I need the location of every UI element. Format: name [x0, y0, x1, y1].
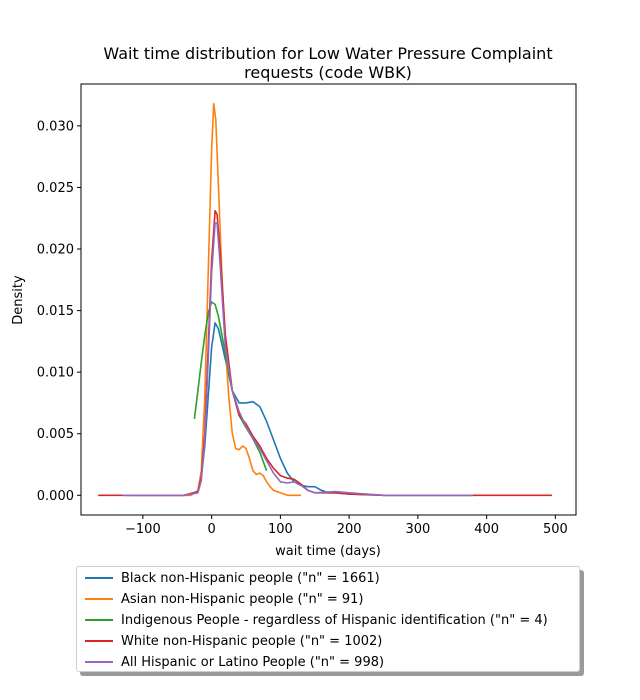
- x-tick-label: 500: [543, 522, 568, 537]
- y-tick-label: 0.025: [37, 181, 74, 196]
- legend-label: Indigenous People - regardless of Hispan…: [121, 612, 548, 628]
- legend-swatch: [85, 619, 113, 621]
- legend-label: Asian non-Hispanic people ("n" = 91): [121, 591, 364, 607]
- series-layer: [98, 102, 552, 497]
- legend-item: Asian non-Hispanic people ("n" = 91): [85, 589, 364, 609]
- y-tick-label: 0.000: [37, 489, 74, 504]
- legend-label: Black non-Hispanic people ("n" = 1661): [121, 570, 380, 586]
- x-tick-label: 100: [268, 522, 293, 537]
- legend-item: Black non-Hispanic people ("n" = 1661): [85, 568, 380, 588]
- legend-swatch: [85, 577, 113, 579]
- legend-item: All Hispanic or Latino People ("n" = 998…: [85, 652, 384, 672]
- y-axis-ticks: 0.000 0.005 0.010 0.015 0.020 0.025 0.030: [37, 119, 81, 504]
- x-axis-ticks: −100 0 100 200 300 400 500: [125, 515, 568, 537]
- plot-background: [81, 84, 576, 515]
- x-tick-label: 300: [405, 522, 430, 537]
- legend: Black non-Hispanic people ("n" = 1661) A…: [76, 566, 580, 672]
- x-tick-label: 0: [207, 522, 215, 537]
- series-line-4: [122, 222, 473, 497]
- y-axis-label: Density: [11, 275, 26, 325]
- legend-swatch: [85, 640, 113, 642]
- legend-item: Indigenous People - regardless of Hispan…: [85, 610, 548, 630]
- x-axis-label: wait time (days): [275, 544, 381, 559]
- y-tick-label: 0.030: [37, 119, 74, 134]
- legend-label: White non-Hispanic people ("n" = 1002): [121, 633, 383, 649]
- legend-label: All Hispanic or Latino People ("n" = 998…: [121, 654, 385, 670]
- y-tick-label: 0.020: [37, 243, 74, 258]
- x-tick-label: −100: [125, 522, 161, 537]
- legend-swatch: [85, 661, 113, 663]
- x-tick-label: 200: [337, 522, 362, 537]
- y-tick-label: 0.005: [37, 427, 74, 442]
- y-tick-label: 0.015: [37, 304, 74, 319]
- series-line-1: [125, 102, 301, 497]
- x-tick-label: 400: [474, 522, 499, 537]
- y-tick-label: 0.010: [37, 366, 74, 381]
- chart-title-line2: requests (code WBK): [244, 63, 412, 82]
- plot-frame: [80, 83, 577, 516]
- legend-item: White non-Hispanic people ("n" = 1002): [85, 631, 382, 651]
- legend-swatch: [85, 598, 113, 600]
- chart-title: Wait time distribution for Low Water Pre…: [103, 44, 553, 63]
